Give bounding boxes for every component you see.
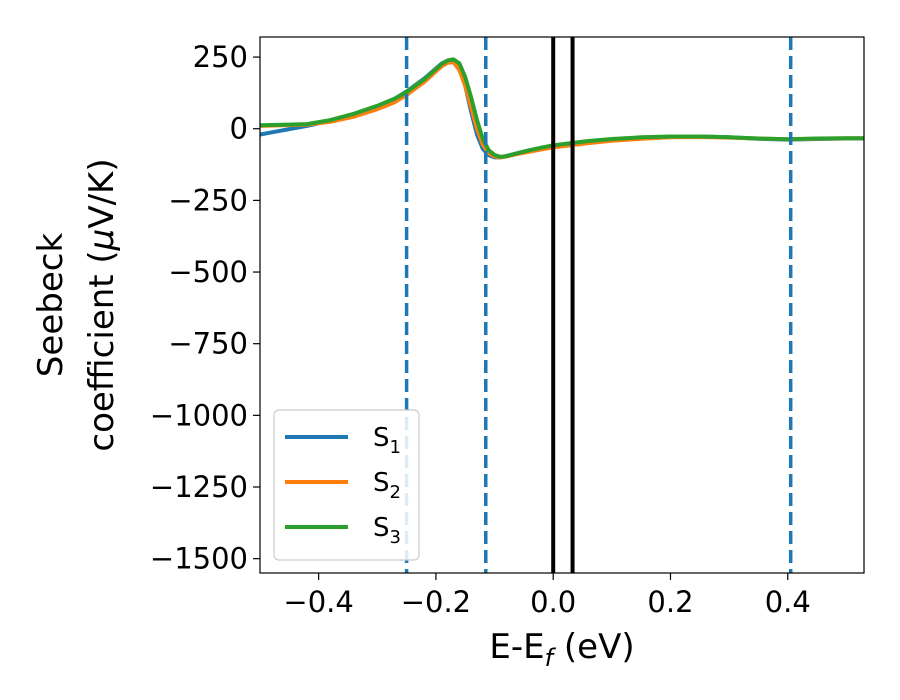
y-tick-label: −500 [168,255,248,289]
y-axis-title-mu: μ [82,229,122,252]
x-ticks: −0.4 −0.2 0.0 0.2 0.4 [283,573,811,619]
y-axis-title-line2: coefficient (μV/K) [82,158,122,451]
x-tick-label: 0.4 [765,585,811,619]
y-ticks: 250 0 −250 −500 −750 −1000 −1250 −1500 [150,40,260,576]
x-axis-title: E-Ef (eV) [489,627,634,672]
y-axis-title-post: V/K) [82,158,122,228]
plot-frame [259,36,865,574]
y-axis-title-pre: coefficient ( [82,250,122,451]
y-tick-label: −250 [168,183,248,217]
y-tick-label: 250 [193,40,248,74]
y-tick-label: 0 [230,112,248,146]
x-tick-label: 0.2 [647,585,693,619]
x-tick-label: −0.2 [401,585,471,619]
y-axis-title-seebeck: Seebeck [31,233,71,378]
y-axis-title-line1: Seebeck [31,233,71,378]
series-line-s3 [260,57,864,159]
x-tick-label: 0.0 [530,585,576,619]
legend: S1 S2 S3 [273,409,420,561]
legend-label-s3: S3 [373,513,401,548]
legend-box [273,409,420,561]
y-tick-label: −1500 [150,542,248,576]
y-tick-label: −1000 [150,398,248,432]
legend-label-s1: S1 [373,423,401,458]
y-tick-label: −750 [168,327,248,361]
y-tick-label: −1250 [150,470,248,504]
x-axis-title-unit: (eV) [553,627,635,667]
x-tick-label: −0.4 [283,585,353,619]
x-axis-title-main: E-E [489,627,544,667]
legend-label-s2: S2 [373,468,401,503]
plot-marks [260,37,864,573]
